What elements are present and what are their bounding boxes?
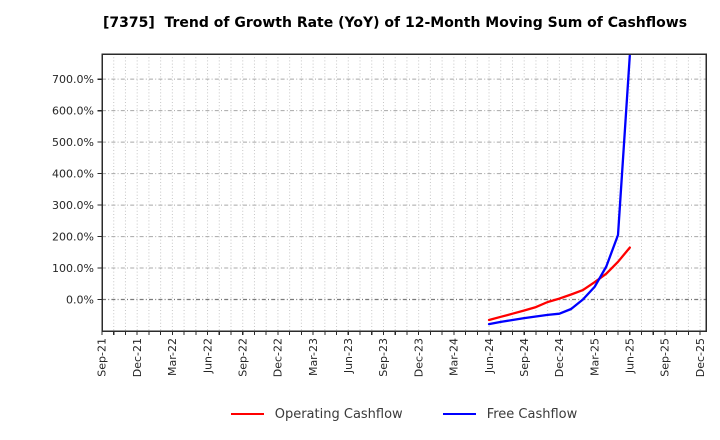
legend-line-operating-cashflow (230, 413, 264, 415)
legend-label-free-cashflow: Free Cashflow (486, 406, 578, 422)
x-tick-label: Dec-25 (694, 338, 707, 377)
x-tick-label: Dec-23 (412, 338, 425, 377)
x-tick-label: Mar-22 (166, 338, 179, 376)
x-tick-label: Dec-22 (272, 338, 285, 377)
y-tick-label: 700.0% (52, 73, 94, 86)
y-tick-label: 200.0% (52, 230, 94, 243)
x-tick-label: Mar-25 (588, 338, 601, 376)
x-tick-label: Dec-21 (131, 338, 144, 377)
y-tick-label: 0.0% (66, 293, 94, 306)
y-tick-label: 300.0% (52, 199, 94, 212)
chart-title: [7375] Trend of Growth Rate (YoY) of 12-… (102, 15, 688, 31)
x-tick-label: Jun-25 (624, 338, 637, 374)
x-tick-label: Sep-22 (236, 338, 249, 377)
x-tick-label: Dec-24 (553, 338, 566, 377)
series-line-free-cashflow (487, 54, 631, 326)
x-tick-label: Jun-22 (201, 338, 214, 374)
y-tick-label: 500.0% (52, 136, 94, 149)
y-tick-label: 600.0% (52, 104, 94, 117)
x-tick-label: Sep-24 (518, 338, 531, 377)
legend-item-free-cashflow: Free Cashflow (442, 406, 578, 422)
legend-label-operating-cashflow: Operating Cashflow (274, 406, 403, 422)
x-tick-label: Mar-24 (448, 338, 461, 376)
x-tick-label: Jun-24 (483, 338, 496, 374)
legend: Operating Cashflow Free Cashflow (44, 403, 720, 425)
x-tick-label: Sep-25 (659, 338, 672, 377)
y-tick-label: 100.0% (52, 262, 94, 275)
legend-item-operating-cashflow: Operating Cashflow (230, 406, 403, 422)
x-tick-label: Jun-23 (342, 338, 355, 374)
series-line-operating-cashflow (487, 246, 631, 322)
plot-border (101, 53, 707, 332)
x-tick-label: Mar-23 (307, 338, 320, 376)
legend-line-free-cashflow (442, 413, 476, 415)
x-tick-label: Sep-21 (96, 338, 109, 377)
y-tick-label: 400.0% (52, 167, 94, 180)
x-tick-label: Sep-23 (377, 338, 390, 377)
